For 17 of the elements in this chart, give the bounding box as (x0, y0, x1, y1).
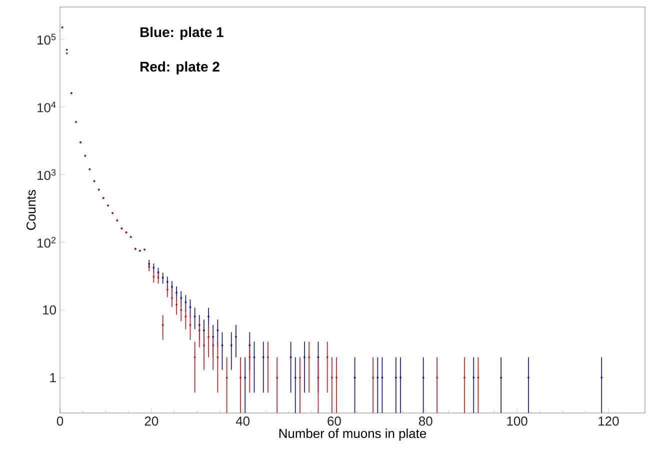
y-tick-label: 10$^{2}$ (38, 236, 56, 248)
x-tick-label: 40 (236, 416, 250, 426)
x-axis-title: Number of muons in plate (279, 428, 426, 441)
y-tick-label: 10$^{4}$ (38, 102, 56, 112)
annotation: Red: plate 2 (140, 61, 220, 74)
x-tick-label: 100 (507, 416, 528, 426)
x-tick-label: 60 (328, 416, 341, 426)
annotation: Blue: plate 1 (140, 26, 224, 40)
x-tick-label: 120 (598, 416, 619, 426)
y-axis-title: Counts (26, 190, 36, 230)
x-tick-label: 80 (418, 416, 432, 426)
y-tick-label: 1 (50, 373, 56, 382)
y-tick-label: 10 (43, 305, 56, 315)
x-tick-label: 0 (56, 416, 64, 426)
y-tick-label: 10$^{3}$ (38, 169, 56, 180)
y-tick-label: 10$^{5}$ (38, 34, 56, 45)
x-tick-label: 20 (144, 416, 158, 426)
